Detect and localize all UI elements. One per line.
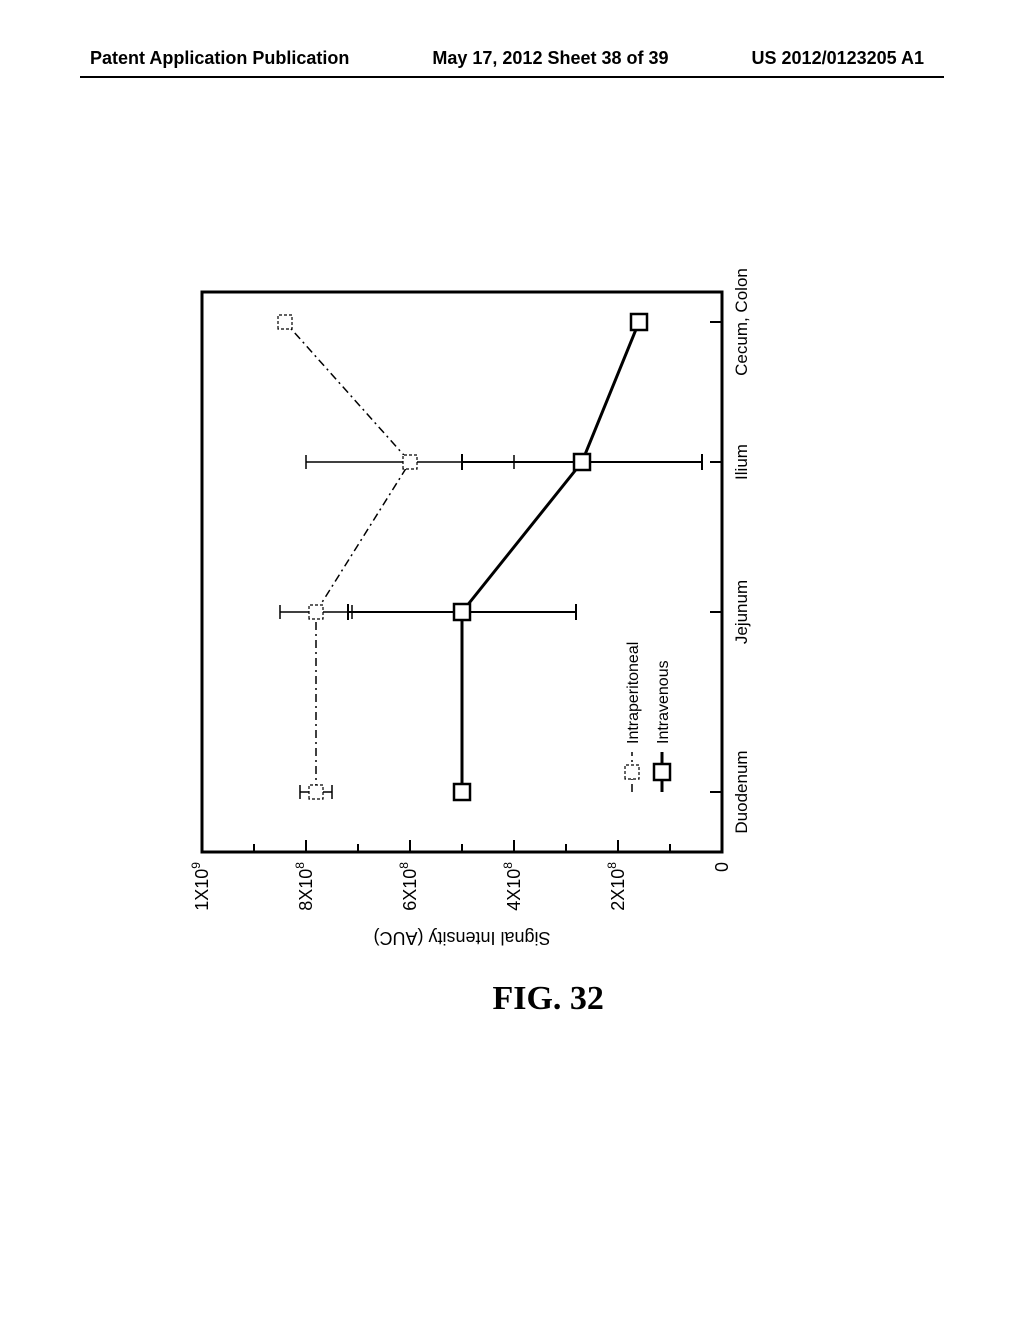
svg-text:4X108: 4X108 <box>501 862 524 911</box>
legend: Intraperitoneal Intravenous <box>625 642 672 792</box>
svg-text:0: 0 <box>712 862 732 872</box>
y-tick-labels: 0 2X108 4X108 6X108 8X108 1X109 <box>189 862 732 911</box>
svg-text:8X108: 8X108 <box>293 862 316 911</box>
svg-text:Ilium: Ilium <box>732 444 751 480</box>
header-left: Patent Application Publication <box>90 48 349 69</box>
svg-text:Jejunum: Jejunum <box>732 580 751 644</box>
svg-text:Duodenum: Duodenum <box>732 750 751 833</box>
chart-svg: 0 2X108 4X108 6X108 8X108 1X109 Signal I… <box>150 250 874 1050</box>
series-intravenous <box>348 314 702 800</box>
plot-group: 0 2X108 4X108 6X108 8X108 1X109 Signal I… <box>189 268 751 948</box>
y-ticks <box>202 840 722 852</box>
svg-text:2X108: 2X108 <box>605 862 628 911</box>
svg-text:Intravenous: Intravenous <box>655 660 672 744</box>
x-tick-labels: Duodenum Jejunum Ilium Cecum, Colon <box>732 268 751 833</box>
line-intravenous <box>462 322 639 792</box>
page-header: Patent Application Publication May 17, 2… <box>0 48 1024 69</box>
svg-text:6X108: 6X108 <box>397 862 420 911</box>
series-intraperitoneal <box>278 315 514 799</box>
svg-text:Cecum, Colon: Cecum, Colon <box>732 268 751 376</box>
figure-area: 0 2X108 4X108 6X108 8X108 1X109 Signal I… <box>150 250 874 1050</box>
line-intraperitoneal <box>285 322 410 792</box>
header-divider <box>80 76 944 78</box>
header-center: May 17, 2012 Sheet 38 of 39 <box>432 48 668 69</box>
y-axis-label: Signal Intensity (AUC) <box>373 928 550 948</box>
svg-text:Intraperitoneal: Intraperitoneal <box>625 642 642 744</box>
x-ticks <box>710 322 722 792</box>
figure-label: FIG. 32 <box>492 980 603 1018</box>
svg-text:1X109: 1X109 <box>189 862 212 911</box>
header-right: US 2012/0123205 A1 <box>752 48 924 69</box>
